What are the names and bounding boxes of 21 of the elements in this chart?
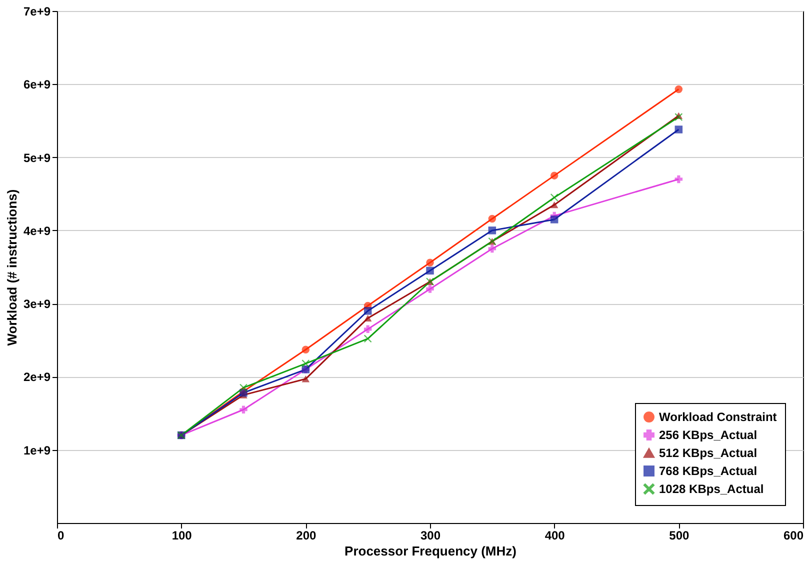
legend-label: 768 KBps_Actual — [659, 464, 758, 478]
x-tick-label: 400 — [544, 528, 566, 542]
x-tick-label: 100 — [172, 528, 192, 542]
x-tick-label: 200 — [296, 528, 316, 542]
legend-label: 1028 KBps_Actual — [659, 482, 764, 496]
y-axis-title: Workload (# instructions) — [4, 189, 20, 346]
legend-label: Workload Constraint — [659, 410, 777, 424]
y-tick-label: 7e+9 — [23, 4, 51, 18]
y-tick-label: 1e+9 — [23, 443, 51, 458]
x-tick-label: 0 — [58, 528, 64, 542]
y-tick-label: 5e+9 — [23, 150, 51, 165]
x-tick-label: 600 — [783, 528, 804, 542]
x-tick-label: 500 — [669, 528, 690, 542]
y-tick-label: 2e+9 — [23, 370, 51, 384]
y-tick-label: 4e+9 — [23, 224, 51, 238]
y-tick-label: 3e+9 — [23, 297, 51, 312]
x-axis-title: Processor Frequency (MHz) — [344, 544, 516, 558]
x-tick-label: 300 — [420, 528, 441, 542]
legend-label: 512 KBps_Actual — [659, 446, 758, 460]
y-tick-label: 6e+9 — [23, 78, 51, 92]
legend-label: 256 KBps_Actual — [659, 428, 758, 442]
